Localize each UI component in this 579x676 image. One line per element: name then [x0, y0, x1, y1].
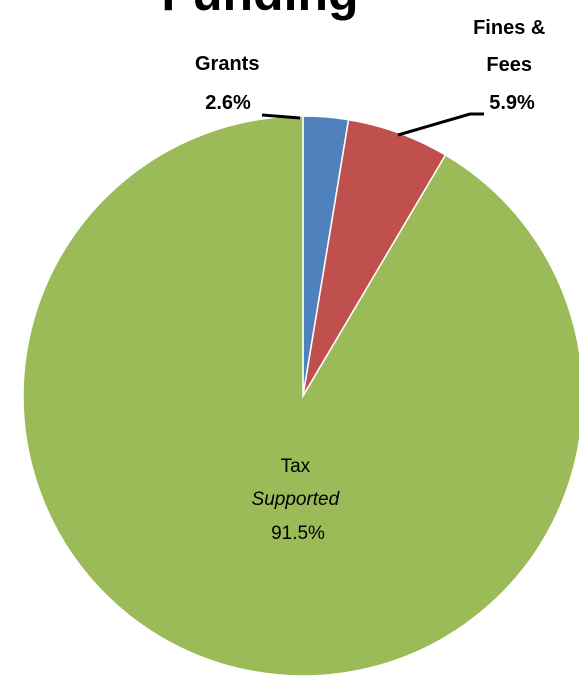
slice-label-tax-supported: Tax Supported 91.5%: [252, 456, 345, 544]
leader-line-fines-fees: [397, 112, 484, 137]
tax-value-label: 91.5%: [271, 523, 325, 544]
leader-lines: [261, 112, 484, 137]
pie-slices: [22, 115, 579, 676]
pie-slice-tax-supported: [22, 115, 579, 676]
fines-label-line-2: Fees: [486, 54, 532, 76]
grants-label-line-1: Grants: [195, 53, 259, 75]
tax-label-line-1: Tax: [281, 456, 311, 477]
fines-value-label: 5.9%: [489, 92, 535, 114]
chart-title: Funding: [161, 0, 358, 21]
leader-line-grants: [261, 113, 301, 120]
slice-label-fines-fees: Fines & Fees 5.9%: [473, 17, 551, 114]
tax-label-line-2: Supported: [252, 489, 341, 510]
fines-label-line-1: Fines &: [473, 17, 545, 39]
slice-label-grants: Grants 2.6%: [195, 53, 265, 114]
grants-value-label: 2.6%: [205, 92, 251, 114]
